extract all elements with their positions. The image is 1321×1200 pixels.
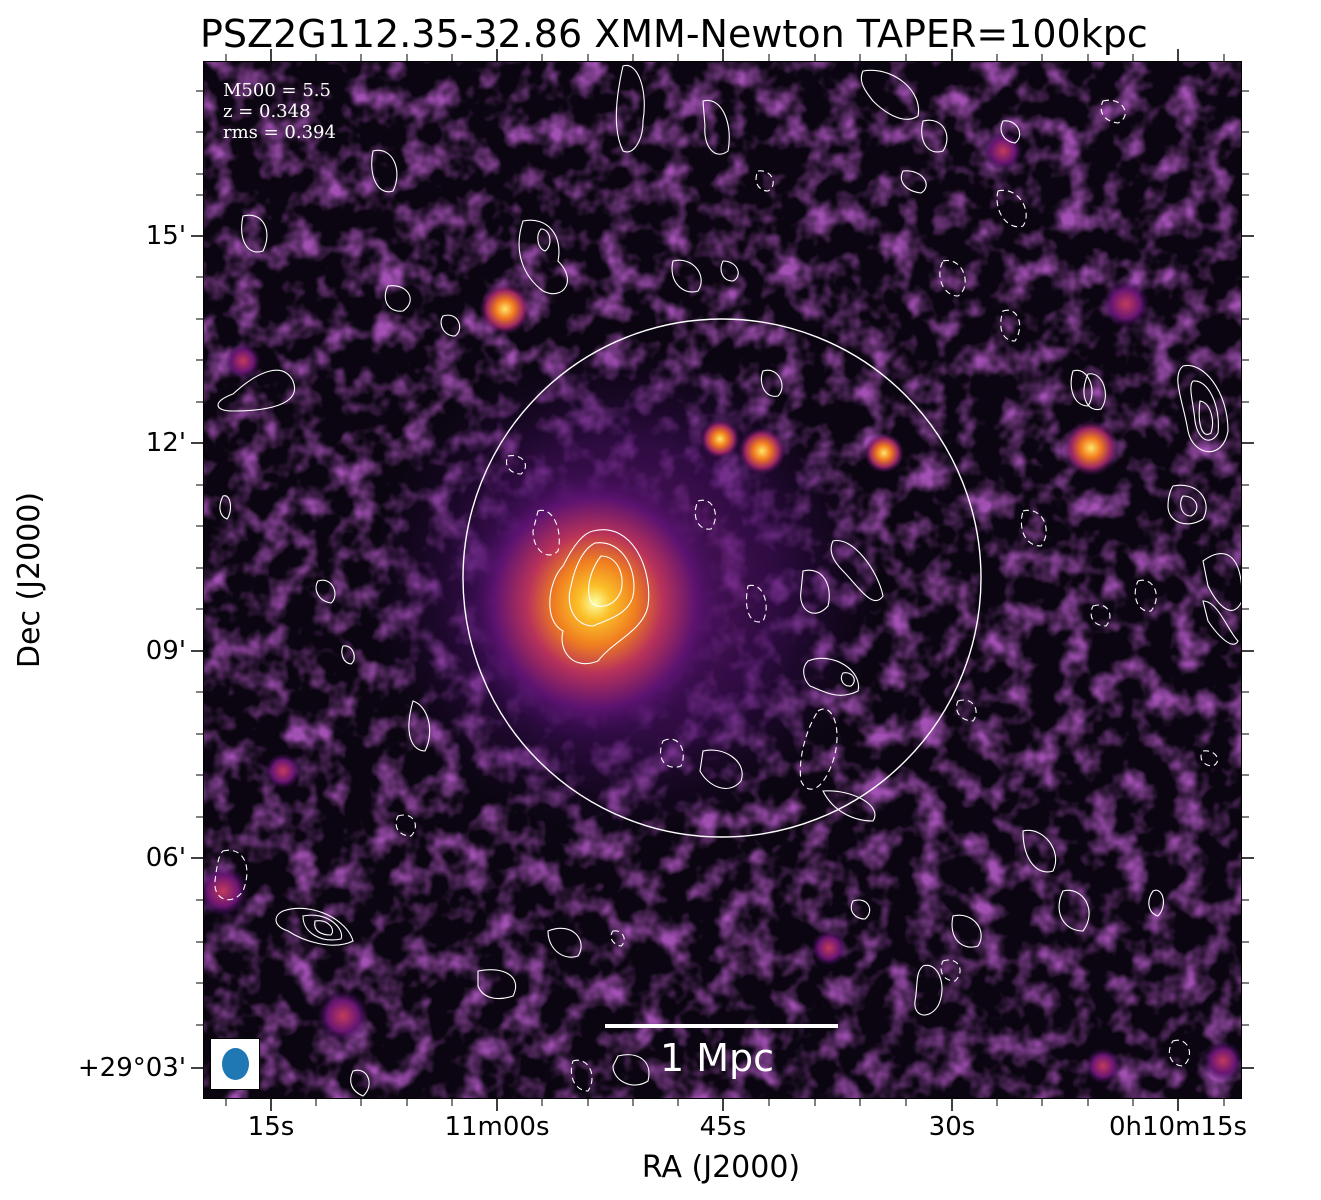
beam-box [210,1038,260,1090]
ytick-label: 09' [145,636,186,666]
plot-title: PSZ2G112.35-32.86 XMM-Newton TAPER=100kp… [200,12,1148,56]
point-source [1102,280,1150,328]
point-source [317,990,369,1042]
point-source [203,865,249,917]
sky-image [203,61,1242,1099]
point-source [983,131,1023,171]
y-axis-title: Dec (J2000) [12,491,47,669]
point-source [479,283,531,335]
beam-ellipse [222,1048,249,1080]
xtick-label: 11m00s [444,1112,550,1142]
cluster-core [460,463,730,743]
xtick-label: 0h10m15s [1108,1112,1248,1142]
point-source [864,433,904,473]
x-axis-title: RA (J2000) [641,1150,801,1185]
radio-contours [217,65,1242,1097]
xtick-label: 45s [699,1112,747,1142]
ytick-label: 15' [145,221,186,251]
info-box: M500 = 5.5 z = 0.348 rms = 0.394 [223,80,336,143]
point-source [1063,420,1119,476]
m500-label: M500 = 5.5 [223,80,331,101]
plot-frame [203,61,1242,1099]
point-source [700,419,740,459]
ytick-label: 06' [145,843,186,873]
rms-label: rms = 0.394 [223,122,336,143]
point-source [1085,1048,1121,1084]
redshift-label: z = 0.348 [223,101,311,122]
ytick-label: +29°03' [77,1053,186,1083]
negative-contours [214,99,1218,1092]
xtick-label: 15s [247,1112,295,1142]
xtick-label: 30s [928,1112,976,1142]
point-source [225,343,261,379]
point-source [738,427,786,475]
ytick-label: 12' [145,428,186,458]
point-source [1203,1041,1242,1081]
point-source [811,930,847,966]
point-source [265,753,301,789]
scalebar-label: 1 Mpc [660,1036,775,1080]
